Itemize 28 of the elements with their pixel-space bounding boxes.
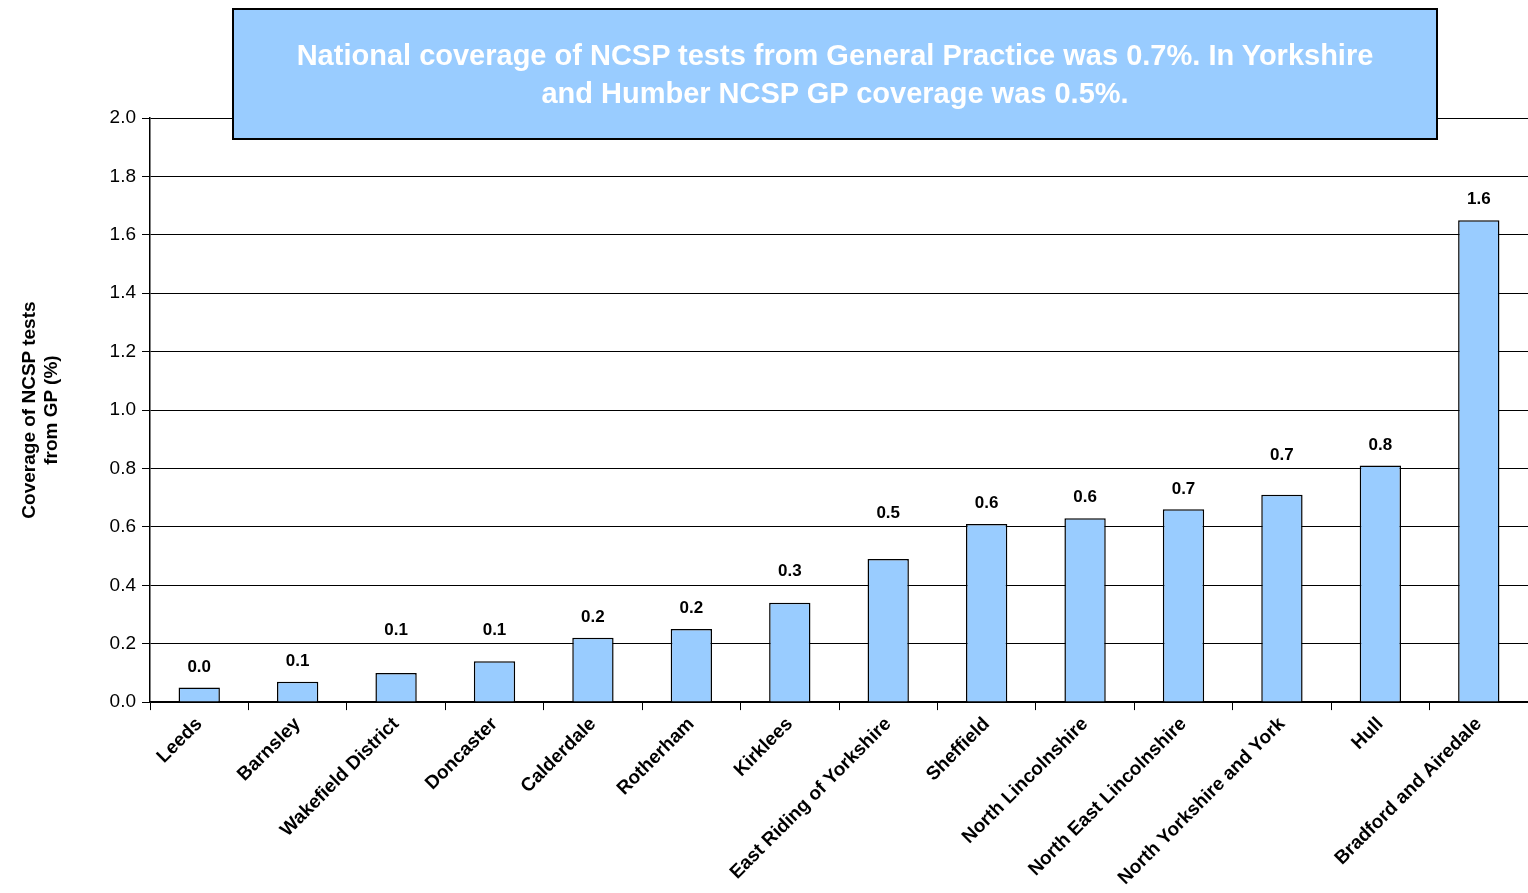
title-box: National coverage of NCSP tests from General Practice was 0.7%. In Yorkshire and Humber NCSP GP coverage was 0.5%. [232, 8, 1438, 140]
data-label: 1.6 [1466, 189, 1491, 209]
y-tick-label: 1.6 [109, 223, 137, 245]
data-label: 0.0 [187, 656, 212, 676]
data-label: 0.8 [1368, 434, 1393, 454]
data-label: 0.1 [384, 619, 408, 639]
y-tick-label: 0.6 [109, 515, 137, 537]
data-label: 0.6 [1073, 487, 1097, 507]
y-tick-label: 0.2 [109, 631, 137, 653]
y-tick-label: 0.4 [109, 573, 137, 595]
data-label: 0.6 [974, 493, 999, 513]
y-axis-title: Coverage of NCSP tests from GP (%) [17, 301, 62, 519]
data-label: 0.7 [1171, 478, 1196, 498]
y-tick-label: 0.8 [109, 456, 137, 478]
data-label: 0.5 [876, 503, 901, 523]
data-label: 0.2 [581, 607, 605, 627]
chart-title: National coverage of NCSP tests from General Practice was 0.7%. In Yorkshire and Humber NCSP GP coverage was 0.5%. [295, 38, 1375, 111]
data-label: 0.1 [482, 619, 507, 639]
y-tick-label: 1.4 [109, 281, 137, 303]
y-tick-label: 2.0 [109, 106, 137, 128]
y-tick-label: 1.0 [109, 398, 137, 420]
y-tick-label: 0.0 [109, 690, 137, 712]
data-label: 0.7 [1270, 444, 1294, 464]
y-tick-label: 1.8 [109, 164, 137, 186]
data-label: 0.3 [777, 561, 802, 581]
y-tick-label: 1.2 [109, 339, 137, 361]
data-label: 0.1 [285, 650, 310, 670]
data-label: 0.2 [679, 598, 704, 618]
